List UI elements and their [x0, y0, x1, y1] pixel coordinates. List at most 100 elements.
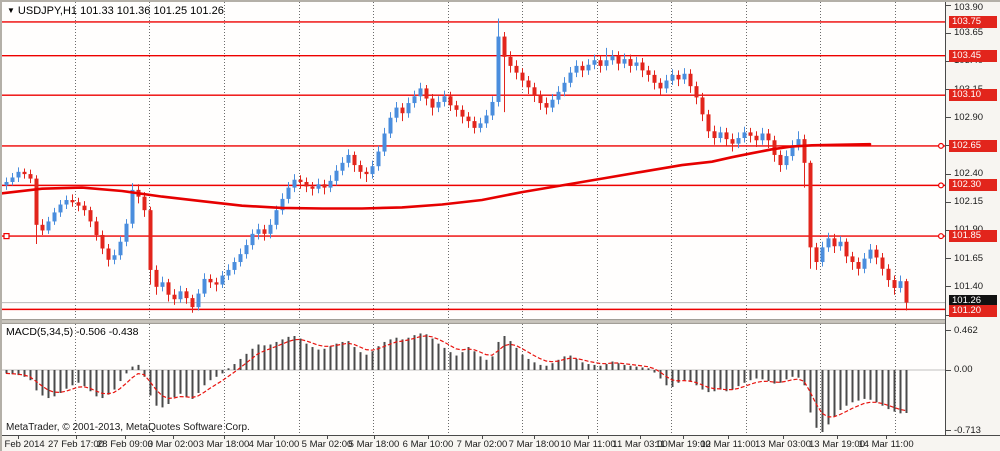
bear-candle-body	[880, 257, 885, 269]
bull-candle-body	[574, 65, 579, 73]
bear-candle-body	[322, 184, 327, 188]
bull-candle-body	[4, 181, 9, 186]
bear-candle-body	[214, 282, 219, 285]
bull-candle-body	[490, 101, 495, 116]
bear-candle-body	[616, 55, 621, 64]
time-tick	[588, 435, 589, 439]
bull-candle-body	[898, 281, 903, 288]
bear-candle-body	[526, 80, 531, 88]
time-tick-label: 12 Mar 11:00	[700, 439, 756, 450]
time-tick	[837, 435, 838, 439]
copyright-text: MetaTrader, © 2001-2013, MetaQuotes Soft…	[6, 422, 250, 433]
bear-candle-body	[766, 133, 771, 141]
bull-candle-body	[604, 60, 609, 66]
bull-candle-body	[268, 224, 273, 234]
main-price-chart[interactable]	[2, 2, 945, 319]
axis-tick	[946, 33, 951, 34]
bull-candle-body	[160, 282, 165, 287]
macd-indicator-panel[interactable]	[2, 324, 945, 435]
bear-candle-body	[832, 238, 837, 247]
macd-signal-line	[5, 335, 907, 418]
bear-candle-body	[628, 59, 633, 66]
bear-candle-body	[304, 181, 309, 187]
bear-candle-body	[544, 103, 549, 108]
time-tick-label: 11 Mar 19:00	[655, 439, 711, 450]
bull-candle-body	[232, 262, 237, 270]
axis-tick	[946, 117, 951, 118]
bear-candle-body	[430, 98, 435, 108]
price-tick-label: 101.65	[954, 252, 984, 264]
time-tick	[173, 435, 174, 439]
bull-candle-body	[562, 82, 567, 92]
time-tick-label: 14 Mar 11:00	[858, 439, 914, 450]
bear-candle-body	[94, 221, 99, 235]
bear-candle-body	[658, 82, 663, 89]
bear-candle-body	[166, 282, 171, 295]
bear-candle-body	[76, 202, 81, 206]
bull-candle-body	[484, 115, 489, 124]
time-tick	[728, 435, 729, 439]
bear-candle-body	[172, 294, 177, 300]
time-tick-label: 4 Mar 10:00	[248, 439, 300, 450]
axis-tick	[946, 370, 951, 371]
bull-candle-body	[292, 179, 297, 188]
bull-candle-body	[370, 166, 375, 175]
bull-candle-body	[328, 180, 333, 188]
bull-candle-body	[406, 103, 411, 114]
level-line-handles[interactable]	[3, 142, 944, 240]
time-tick-label: 6 Mar 10:00	[402, 439, 454, 450]
chevron-down-icon[interactable]: ▼	[7, 6, 15, 15]
bull-candle-body	[796, 139, 801, 146]
bull-candle-body	[742, 132, 747, 139]
macd-tick-label: 0.00	[954, 364, 973, 375]
bear-candle-body	[706, 114, 711, 132]
bear-candle-body	[904, 281, 909, 303]
bull-candle-body	[682, 73, 687, 80]
bear-candle-body	[208, 278, 213, 283]
bull-candle-body	[760, 133, 765, 141]
time-tick-label: 5 Mar 18:00	[348, 439, 400, 450]
panel-splitter[interactable]	[2, 319, 1000, 324]
bear-candle-body	[886, 268, 891, 281]
bull-candle-body	[376, 151, 381, 167]
bull-candle-body	[178, 291, 183, 300]
price-tick-label: 102.90	[954, 111, 984, 123]
time-tick-label: 27 Feb 2014	[2, 439, 45, 450]
price-tick-label: 103.90	[954, 2, 984, 13]
time-tick-label: 3 Mar 02:00	[147, 439, 199, 450]
bear-candle-body	[100, 234, 105, 249]
bear-candle-body	[22, 171, 27, 175]
bull-candle-body	[340, 162, 345, 171]
bear-candle-body	[748, 132, 753, 136]
bull-candle-body	[10, 177, 15, 182]
moving-average-line	[2, 142, 872, 210]
price-axis[interactable]: 103.90103.65103.40103.15102.90102.65102.…	[945, 2, 1000, 436]
price-tick-label: 101.40	[954, 280, 984, 292]
macd-tick-label: -0.713	[954, 424, 981, 436]
level-price-box: 103.75	[949, 15, 997, 28]
bull-candle-body	[496, 36, 501, 102]
time-tick	[76, 435, 77, 439]
time-tick-label: 3 Mar 18:00	[198, 439, 250, 450]
bull-candle-body	[820, 247, 825, 263]
level-price-box: 102.30	[949, 179, 997, 192]
time-tick	[274, 435, 275, 439]
bull-candle-body	[478, 123, 483, 128]
time-tick-label: 28 Feb 09:00	[97, 439, 153, 450]
bull-candle-body	[868, 249, 873, 259]
bear-candle-body	[532, 87, 537, 96]
bull-candle-body	[274, 210, 279, 225]
bear-candle-body	[70, 200, 75, 203]
bull-candle-body	[118, 241, 123, 256]
time-tick	[428, 435, 429, 439]
axis-tick	[946, 230, 951, 231]
time-tick-label: 13 Mar 19:00	[809, 439, 865, 450]
bear-candle-body	[778, 154, 783, 166]
bear-candle-body	[448, 96, 453, 106]
bull-candle-body	[412, 96, 417, 104]
bull-candle-body	[238, 254, 243, 263]
time-tick-label: 7 Mar 02:00	[456, 439, 508, 450]
price-tick-label: 101.90	[954, 224, 983, 235]
bear-candle-body	[724, 132, 729, 140]
